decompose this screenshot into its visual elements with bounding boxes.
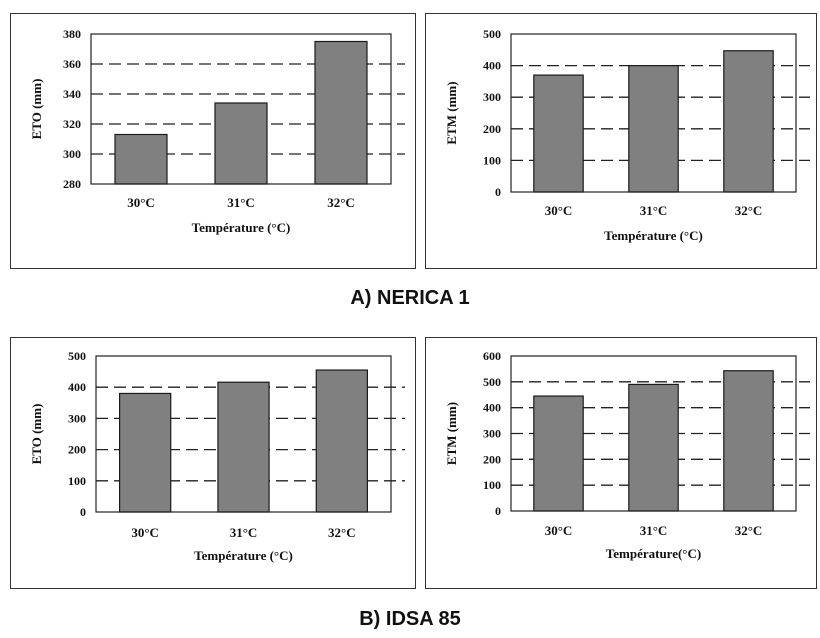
- y-tick-label: 300: [68, 411, 86, 425]
- y-axis-label: ETM (mm): [444, 81, 459, 144]
- category-label: 32°C: [328, 525, 356, 540]
- y-tick-label: 400: [483, 401, 501, 415]
- x-axis-label: Température(°C): [606, 546, 701, 561]
- chart-panel-nerica-etm: 30°C 31°C 32°C 0 100 200 300 400 500 Température …: [425, 13, 817, 269]
- bar: [314, 40, 368, 185]
- y-tick-label: 600: [483, 349, 501, 363]
- category-label: 31°C: [640, 203, 668, 218]
- bar: [118, 392, 172, 513]
- x-axis-label: Température (°C): [194, 548, 293, 563]
- y-tick-label: 200: [68, 443, 86, 457]
- y-tick-label: 300: [63, 147, 81, 161]
- y-tick-label: 100: [68, 474, 86, 488]
- y-tick-label: 300: [483, 427, 501, 441]
- bar: [533, 74, 584, 193]
- chart-panel-nerica-eto: 30°C 31°C 32°C 280 300 320 340 360 380 Températur…: [10, 13, 416, 269]
- y-tick-label: 0: [495, 185, 501, 199]
- chart-svg-nerica-etm: 30°C 31°C 32°C 0 100 200 300 400 500 Température …: [444, 27, 810, 243]
- bar: [315, 369, 368, 513]
- chart-svg-idsa-eto: 30°C 31°C 32°C 0 100 200 300 400 500 Température …: [29, 349, 405, 563]
- y-tick-label: 100: [483, 153, 501, 167]
- category-label: 30°C: [131, 525, 159, 540]
- caption-idsa: B) IDSA 85: [359, 608, 461, 630]
- x-axis-label: Température (°C): [604, 228, 703, 243]
- y-tick-label: 0: [80, 505, 86, 519]
- y-tick-label: 360: [63, 57, 81, 71]
- bar: [214, 102, 268, 185]
- y-tick-label: 200: [483, 452, 501, 466]
- y-tick-label: 0: [495, 504, 501, 518]
- category-label: 30°C: [127, 195, 155, 210]
- y-tick-label: 300: [483, 90, 501, 104]
- bar: [723, 370, 774, 512]
- y-tick-label: 100: [483, 478, 501, 492]
- bar: [533, 395, 584, 512]
- y-tick-label: 500: [68, 349, 86, 363]
- y-tick-label: 320: [63, 117, 81, 131]
- y-axis-label: ETM (mm): [444, 402, 459, 465]
- category-label: 30°C: [545, 203, 573, 218]
- chart-panel-idsa-etm: 30°C 31°C 32°C 0 100 200 300 400 500 600 Températu…: [425, 337, 817, 589]
- chart-panel-idsa-eto: 30°C 31°C 32°C 0 100 200 300 400 500 Température …: [10, 337, 416, 589]
- y-tick-label: 280: [63, 177, 81, 191]
- y-tick-label: 400: [68, 380, 86, 394]
- y-axis-label: ETO (mm): [29, 79, 44, 140]
- category-label: 31°C: [640, 523, 668, 538]
- caption-nerica: A) NERICA 1: [350, 287, 470, 309]
- y-tick-label: 200: [483, 122, 501, 136]
- bar: [217, 381, 270, 513]
- y-axis-label: ETO (mm): [29, 404, 44, 465]
- y-tick-label: 340: [63, 87, 81, 101]
- chart-svg-nerica-eto: 30°C 31°C 32°C 280 300 320 340 360 380 Températur…: [29, 27, 405, 235]
- plot-frame: [90, 33, 392, 185]
- x-axis-label: Température (°C): [192, 220, 291, 235]
- y-tick-label: 380: [63, 27, 81, 41]
- category-label: 31°C: [230, 525, 258, 540]
- y-tick-label: 400: [483, 59, 501, 73]
- y-tick-label: 500: [483, 375, 501, 389]
- bar: [723, 50, 774, 193]
- y-tick-label: 500: [483, 27, 501, 41]
- chart-svg-idsa-etm: 30°C 31°C 32°C 0 100 200 300 400 500 600 Températu…: [444, 349, 810, 561]
- category-label: 31°C: [227, 195, 255, 210]
- category-label: 32°C: [327, 195, 355, 210]
- bar: [114, 133, 168, 185]
- category-label: 30°C: [545, 523, 573, 538]
- plot-frame: [95, 355, 392, 513]
- category-label: 32°C: [735, 203, 763, 218]
- category-label: 32°C: [735, 523, 763, 538]
- bar: [628, 64, 679, 193]
- bar: [628, 383, 679, 512]
- plot-frame: [510, 33, 797, 193]
- plot-frame: [510, 355, 797, 512]
